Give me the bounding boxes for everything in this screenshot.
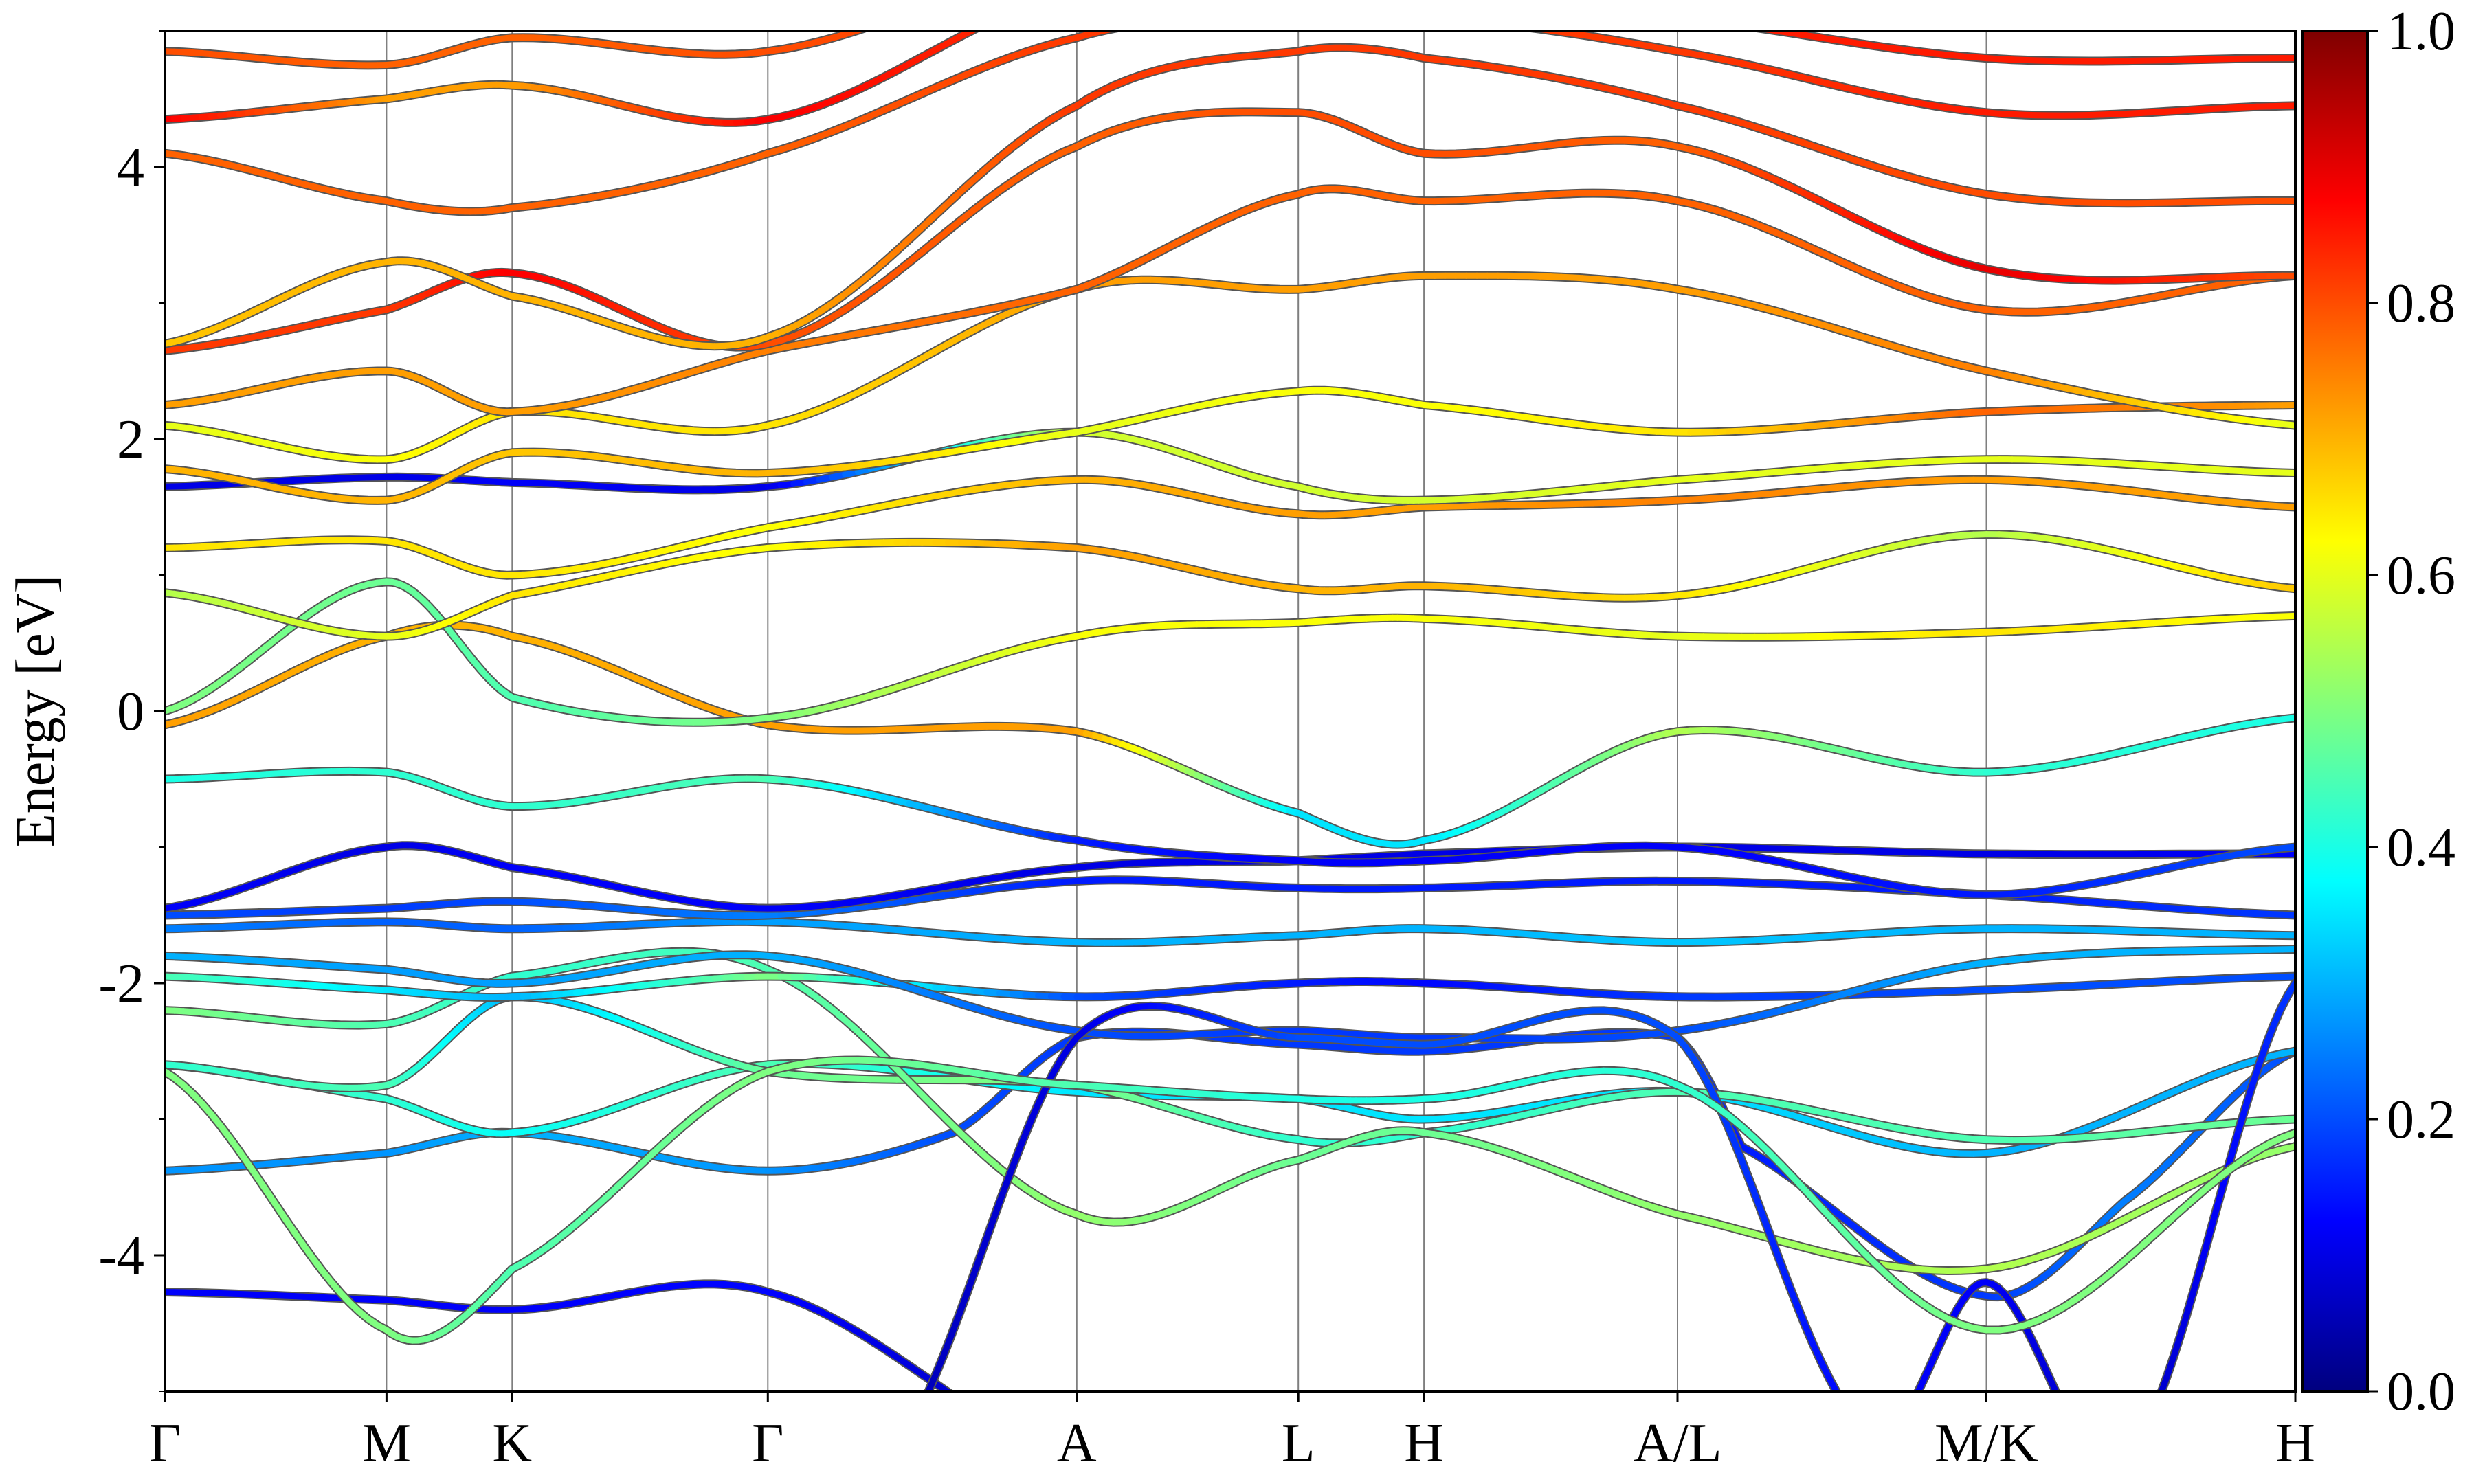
band-segment	[1252, 1461, 1262, 1462]
band-segment	[1298, 17, 1304, 18]
band-segment	[1111, 31, 1119, 32]
band-segment	[1330, 15, 1335, 16]
band-segment	[1150, 22, 1159, 23]
band-segment	[1398, 15, 1403, 16]
band-segment	[1477, 22, 1487, 23]
band-segment	[1403, 15, 1409, 16]
band-segment	[1435, 18, 1445, 19]
band-segment	[2279, 420, 2295, 429]
band-segment	[1012, 1432, 1025, 1439]
band-segment	[1225, 1464, 1234, 1465]
band-segment	[1141, 23, 1151, 25]
band-segment	[987, 1417, 1000, 1425]
band-segment	[1123, 1470, 1132, 1471]
band-segment	[1234, 1463, 1242, 1465]
band-segment	[1038, 0, 1051, 1]
band-lines	[165, 0, 2295, 1472]
band-segment	[961, 1401, 974, 1409]
band-segment	[1289, 17, 1298, 18]
band-segment	[1188, 1469, 1196, 1470]
band-segment	[1123, 25, 1132, 27]
band-segment	[1508, 25, 1519, 27]
band-segment	[1188, 20, 1196, 21]
band-segment	[2279, 1116, 2295, 1123]
band-line	[165, 272, 2295, 463]
band-line	[165, 877, 2295, 919]
band-outline	[165, 475, 2295, 580]
band-segment	[1392, 14, 1398, 15]
band-segment	[1243, 1462, 1252, 1463]
band-segment	[1424, 17, 1434, 18]
band-segment	[2279, 503, 2295, 510]
kpoint-gridlines	[386, 31, 1987, 1391]
band-segment	[970, 31, 979, 33]
band-line	[165, 578, 2295, 726]
band-line	[165, 476, 2295, 578]
band-segment	[1206, 1467, 1215, 1468]
band-line	[165, 767, 2295, 898]
band-segment	[1025, 1, 1038, 6]
band-outline	[165, 184, 2295, 417]
band-segment	[1519, 26, 1529, 27]
band-line	[165, 973, 2295, 1001]
band-segment	[1196, 1468, 1206, 1469]
band-segment	[2279, 584, 2295, 592]
band-segment	[2279, 911, 2295, 919]
band-segment	[945, 1389, 952, 1391]
band-segment	[1419, 16, 1425, 17]
band-segment	[987, 17, 1000, 23]
band-segment	[1498, 24, 1508, 25]
band-line	[165, 186, 2295, 416]
band-outline	[165, 107, 2295, 355]
band-line	[165, 622, 2295, 848]
band-outline	[165, 1027, 2295, 1302]
band-line	[165, 429, 2295, 504]
band-line	[165, 1028, 2295, 1301]
band-segment	[2279, 715, 2295, 723]
band-segment	[1169, 1470, 1179, 1471]
band-segment	[2279, 1143, 2295, 1153]
band-segment	[1215, 1465, 1224, 1467]
band-segment	[1160, 21, 1169, 22]
band-line	[165, 993, 2295, 1147]
band-segment	[1319, 15, 1325, 16]
band-line	[165, 918, 2295, 946]
band-segment	[2279, 844, 2295, 852]
band-segment	[999, 12, 1012, 17]
band-segment	[1038, 1445, 1051, 1450]
band-outline	[165, 620, 2295, 849]
band-segment	[2279, 973, 2295, 980]
band-segment	[1160, 1471, 1169, 1472]
band-segment	[1271, 1460, 1280, 1461]
band-segment	[1487, 23, 1497, 24]
band-segment	[1445, 19, 1456, 20]
band-segment	[1012, 6, 1025, 12]
band-segment	[1114, 1469, 1124, 1470]
band-segment	[1530, 31, 1543, 32]
band-segment	[2279, 1048, 2295, 1057]
band-segment	[1025, 1439, 1038, 1445]
band-segment	[1456, 20, 1466, 21]
band-line	[165, 948, 2295, 1274]
band-segment	[1104, 1468, 1113, 1469]
band-segment	[974, 1409, 987, 1417]
band-segment	[1467, 21, 1477, 22]
band-line	[165, 109, 2295, 354]
band-outline	[165, 43, 2295, 351]
band-segment	[1095, 1465, 1104, 1468]
band-segment	[1304, 16, 1309, 17]
band-segment	[1132, 1471, 1141, 1472]
band-segment	[1132, 24, 1141, 25]
band-line	[165, 531, 2295, 640]
band-segment	[999, 1425, 1012, 1432]
band-line	[165, 1281, 1280, 1472]
